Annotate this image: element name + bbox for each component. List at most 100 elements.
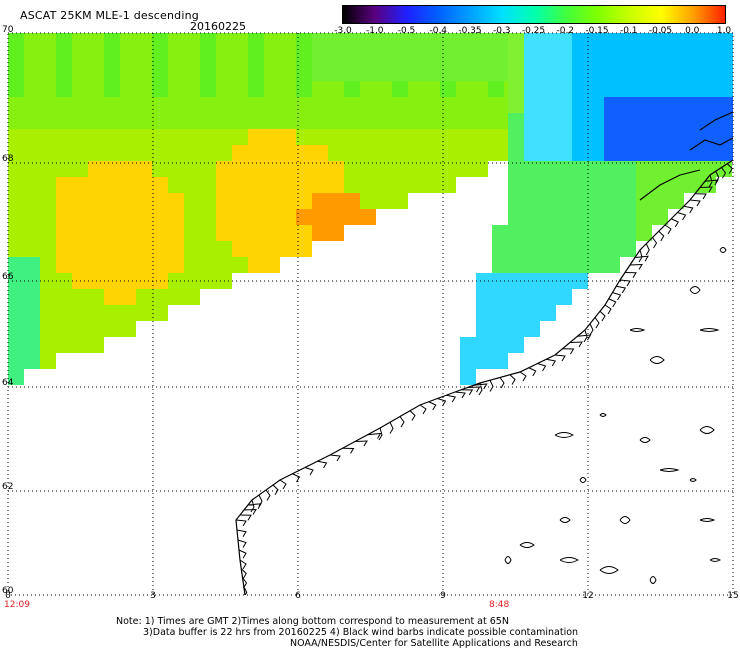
wind-cell [248, 65, 264, 81]
wind-cell [572, 193, 588, 209]
wind-cell [508, 161, 524, 177]
lake-outline [689, 478, 697, 482]
wind-cell [716, 65, 732, 81]
wind-cell [296, 177, 312, 193]
wind-cell [136, 145, 152, 161]
wind-cell [72, 177, 88, 193]
wind-cell [700, 65, 716, 81]
wind-cell [40, 305, 56, 321]
wind-cell [24, 321, 40, 337]
wind-cell [8, 353, 24, 369]
wind-cell [248, 129, 264, 145]
wind-cell [360, 49, 376, 65]
wind-cell [152, 161, 168, 177]
wind-cell [136, 193, 152, 209]
wind-cell [120, 193, 136, 209]
wind-cell [24, 97, 40, 113]
wind-cell [572, 241, 588, 257]
wind-cell [72, 337, 88, 353]
wind-cell [72, 241, 88, 257]
wind-cell [8, 321, 24, 337]
wind-cell [184, 145, 200, 161]
wind-cell [168, 289, 184, 305]
wind-cell [524, 81, 540, 97]
wind-cell [344, 145, 360, 161]
wind-cell [136, 113, 152, 129]
wind-cell [72, 33, 88, 49]
wind-cell [184, 33, 200, 49]
wind-cell [296, 81, 312, 97]
wind-cell [488, 97, 504, 113]
wind-cell [56, 65, 72, 81]
wind-cell [668, 177, 684, 193]
wind-cell [492, 305, 508, 321]
wind-cell [392, 129, 408, 145]
wind-cell [88, 193, 104, 209]
wind-cell [184, 241, 200, 257]
wind-cell [508, 337, 524, 353]
wind-cell [588, 241, 604, 257]
wind-cell [588, 193, 604, 209]
wind-cell [540, 161, 556, 177]
wind-cell [588, 81, 604, 97]
wind-cell [460, 353, 476, 369]
wind-cell [88, 65, 104, 81]
wind-cell [280, 177, 296, 193]
wind-cell [232, 49, 248, 65]
wind-cell [248, 241, 264, 257]
wind-cell [200, 225, 216, 241]
wind-cell [556, 257, 572, 273]
wind-cell [376, 113, 392, 129]
wind-cell [636, 97, 652, 113]
wind-cell [408, 113, 424, 129]
lake-outline [554, 432, 575, 438]
wind-cell [104, 321, 120, 337]
wind-cell [556, 193, 572, 209]
wind-cell [392, 161, 408, 177]
wind-cell [184, 97, 200, 113]
wind-cell [40, 145, 56, 161]
wind-cell [440, 49, 456, 65]
wind-cell [588, 113, 604, 129]
wind-cell [72, 193, 88, 209]
wind-cell [184, 177, 200, 193]
wind-cell [248, 33, 264, 49]
wind-cell [168, 177, 184, 193]
wind-cell [72, 225, 88, 241]
wind-cell [556, 49, 572, 65]
wind-cell [328, 209, 344, 225]
wind-cell [540, 257, 556, 273]
wind-cell [424, 145, 440, 161]
wind-cell [120, 177, 136, 193]
wind-cell [24, 65, 40, 81]
wind-cell [40, 241, 56, 257]
wind-cell [24, 241, 40, 257]
wind-cell [168, 129, 184, 145]
wind-cell [540, 241, 556, 257]
wind-cell [456, 145, 472, 161]
wind-cell [376, 33, 392, 49]
wind-cell [120, 321, 136, 337]
wind-cell [540, 225, 556, 241]
wind-cell [360, 113, 376, 129]
wind-cell [216, 209, 232, 225]
wind-cell [296, 97, 312, 113]
wind-cell [524, 225, 540, 241]
wind-cell [8, 289, 24, 305]
wind-cell [456, 49, 472, 65]
wind-cell [636, 65, 652, 81]
wind-cell [572, 225, 588, 241]
wind-cell [620, 113, 636, 129]
wind-cell [216, 65, 232, 81]
wind-cell [476, 353, 492, 369]
wind-cell [264, 97, 280, 113]
wind-cell [636, 193, 652, 209]
wind-cell [104, 241, 120, 257]
wind-cell [344, 209, 360, 225]
wind-cell [152, 81, 168, 97]
wind-cell [716, 49, 732, 65]
wind-cell [312, 129, 328, 145]
lon-label: 12 [582, 591, 593, 601]
wind-cell [8, 129, 24, 145]
lat-label: 60 [2, 586, 14, 596]
